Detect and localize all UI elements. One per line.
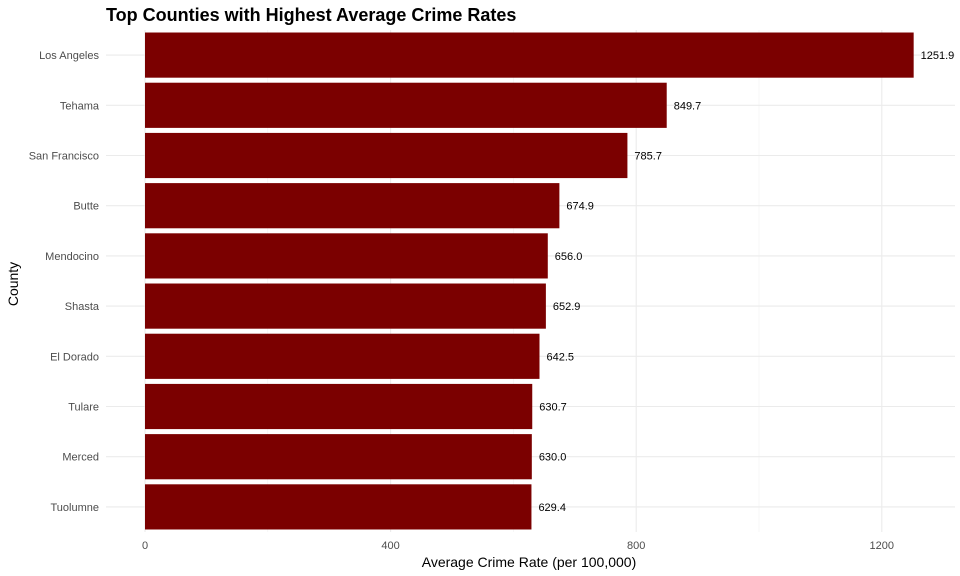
- bars-group: [145, 32, 914, 530]
- data-label: 1251.9: [921, 50, 955, 62]
- y-tick-label: Mendocino: [45, 251, 99, 263]
- data-label: 785.7: [634, 151, 662, 163]
- data-label: 652.9: [553, 301, 581, 313]
- data-labels-group: 1251.9 849.7 785.7 674.9 656.0 652.9 642.5 630.…: [538, 50, 954, 514]
- chart-title: Top Counties with Highest Average Crime …: [106, 5, 516, 25]
- data-label: 656.0: [555, 251, 583, 263]
- data-label: 674.9: [566, 201, 594, 213]
- bar: [145, 484, 532, 530]
- y-axis-tick-labels: Los Angeles Tehama San Francisco Butte Mendo…: [29, 50, 100, 514]
- y-tick-label: Tulare: [68, 402, 99, 414]
- y-tick-label: Los Angeles: [39, 50, 99, 62]
- y-axis-title: County: [5, 262, 21, 306]
- data-label: 630.7: [539, 402, 567, 414]
- y-tick-label: San Francisco: [29, 151, 99, 163]
- data-label: 849.7: [674, 100, 702, 112]
- bar: [145, 82, 667, 128]
- y-tick-label: Butte: [73, 201, 99, 213]
- x-tick-label: 0: [142, 540, 148, 552]
- y-tick-label: Shasta: [65, 301, 100, 313]
- bar: [145, 383, 533, 430]
- x-axis-title: Average Crime Rate (per 100,000): [422, 554, 637, 570]
- bar: [145, 283, 546, 329]
- bar: [145, 132, 628, 179]
- y-tick-label: Tuolumne: [50, 502, 99, 514]
- y-tick-label: Merced: [62, 452, 99, 464]
- data-label: 629.4: [538, 502, 566, 514]
- bar: [145, 32, 914, 78]
- bar: [145, 183, 560, 229]
- bar: [145, 333, 540, 379]
- data-label: 642.5: [546, 351, 574, 363]
- x-tick-label: 400: [381, 540, 399, 552]
- x-axis-tick-labels: 0 400 800 1200: [142, 540, 894, 552]
- bar: [145, 434, 532, 480]
- data-label: 630.0: [539, 452, 567, 464]
- bar: [145, 233, 548, 279]
- y-tick-label: El Dorado: [50, 351, 99, 363]
- x-tick-label: 800: [627, 540, 645, 552]
- x-tick-label: 1200: [870, 540, 894, 552]
- y-tick-label: Tehama: [60, 100, 100, 112]
